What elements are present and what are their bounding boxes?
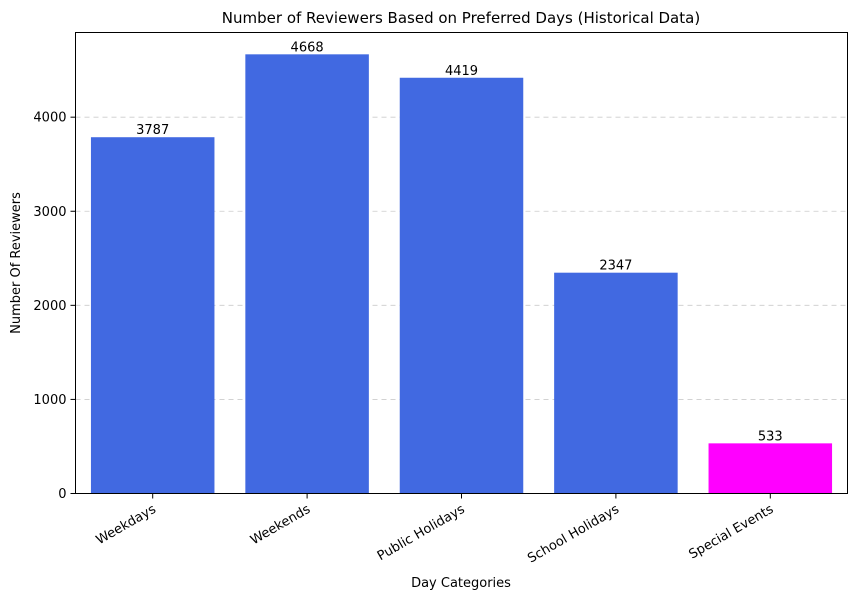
x-tick-label: Weekdays — [94, 502, 159, 548]
bar-weekdays — [91, 137, 215, 493]
x-axis-label: Day Categories — [411, 576, 511, 591]
bar-value-label: 4668 — [291, 40, 324, 55]
x-tick-label: Weekends — [248, 502, 313, 548]
bar-weekends — [245, 54, 369, 493]
chart-title: Number of Reviewers Based on Preferred D… — [222, 9, 700, 27]
x-axis-ticks: Weekdays Weekends Public Holidays School Ho… — [94, 494, 777, 567]
x-tick-label: Special Events — [687, 502, 777, 563]
bar-value-label: 3787 — [136, 123, 169, 138]
bar-value-label: 2347 — [599, 259, 632, 274]
bar-special-events — [709, 443, 833, 493]
bar-value-label: 533 — [758, 429, 783, 444]
y-tick-label: 2000 — [33, 299, 66, 314]
x-tick-label: Public Holidays — [375, 502, 468, 564]
y-tick-label: 4000 — [33, 111, 66, 126]
y-tick-label: 3000 — [33, 205, 66, 220]
y-axis-ticks: 0 1000 2000 3000 4000 — [33, 111, 75, 502]
bar-value-label: 4419 — [445, 64, 478, 79]
bars — [91, 54, 832, 493]
bar-public-holidays — [400, 78, 524, 494]
x-tick-label: School Holidays — [525, 502, 622, 567]
bar-school-holidays — [554, 273, 678, 494]
y-tick-label: 1000 — [33, 393, 66, 408]
y-axis-label: Number Of Reviewers — [9, 192, 24, 334]
y-tick-label: 0 — [58, 487, 66, 502]
